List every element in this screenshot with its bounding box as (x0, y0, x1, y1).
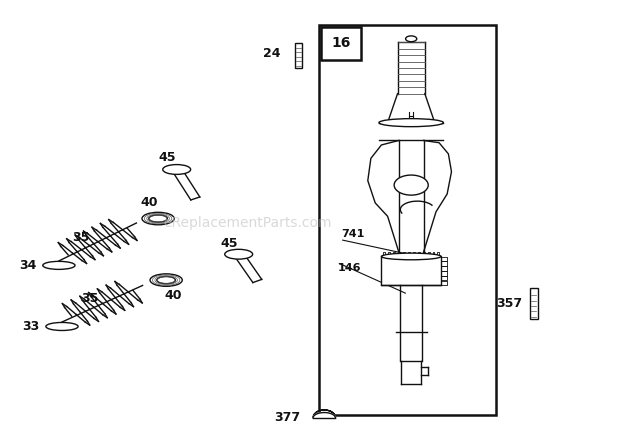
Text: 24: 24 (264, 47, 281, 60)
Polygon shape (313, 413, 335, 418)
Text: 35: 35 (72, 231, 89, 244)
Text: 40: 40 (140, 196, 157, 210)
Text: 35: 35 (81, 292, 99, 306)
Ellipse shape (379, 119, 443, 127)
Bar (530, 288, 538, 319)
Bar (294, 43, 302, 68)
Ellipse shape (142, 212, 174, 225)
Ellipse shape (149, 215, 167, 222)
Text: 16: 16 (332, 37, 351, 50)
Ellipse shape (381, 253, 441, 260)
Ellipse shape (46, 322, 78, 330)
Ellipse shape (162, 165, 190, 174)
Text: 40: 40 (165, 289, 182, 302)
Ellipse shape (43, 261, 75, 269)
Text: 357: 357 (497, 297, 523, 310)
Bar (321, 27, 361, 60)
Ellipse shape (394, 175, 428, 195)
Text: 146: 146 (338, 263, 361, 273)
Bar (319, 25, 496, 415)
Bar (381, 256, 441, 285)
Text: 45: 45 (221, 236, 238, 250)
Ellipse shape (405, 36, 417, 41)
Text: 741: 741 (341, 229, 365, 239)
Ellipse shape (150, 274, 182, 286)
Text: 45: 45 (159, 151, 176, 165)
Text: 377: 377 (275, 411, 301, 425)
Ellipse shape (225, 249, 253, 259)
Ellipse shape (157, 277, 175, 284)
Text: 34: 34 (19, 259, 37, 272)
Wedge shape (313, 410, 335, 418)
Text: 33: 33 (22, 320, 40, 333)
Text: eReplacementParts.com: eReplacementParts.com (164, 216, 332, 230)
